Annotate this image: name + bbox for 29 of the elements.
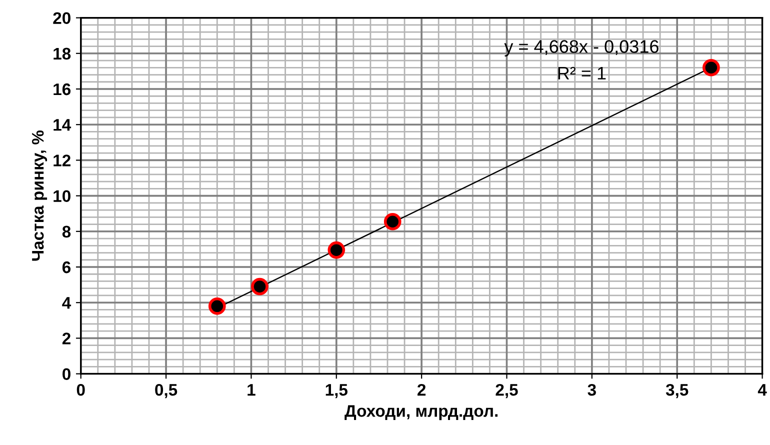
y-tick-label: 18 xyxy=(54,48,71,60)
x-tick-label: 3 xyxy=(588,384,596,396)
y-tick-label: 10 xyxy=(54,190,70,202)
x-tick-label: 2,5 xyxy=(496,384,518,398)
y-tick-label: 14 xyxy=(54,119,72,131)
x-tick-label: 1,5 xyxy=(326,384,348,398)
y-tick-label: 12 xyxy=(54,154,70,166)
y-tick-label: 6 xyxy=(62,261,71,274)
y-tick-label: 8 xyxy=(62,226,71,238)
x-tick-label: 3,5 xyxy=(666,384,688,398)
point xyxy=(208,297,226,315)
x-tick-label: 2 xyxy=(418,384,426,396)
x-tick-label: 0,5 xyxy=(155,384,178,398)
x-tick-label: 0 xyxy=(76,384,85,396)
annotation: R² = 1 xyxy=(558,66,606,80)
x-axis-title: Доходи, млрд.дол. xyxy=(344,405,498,420)
point xyxy=(251,278,268,296)
x-tick-label: 4 xyxy=(758,384,767,396)
y-tick-label: 16 xyxy=(54,83,71,96)
y-axis-title: Частка ринку, % xyxy=(32,130,48,261)
y-tick-label: 4 xyxy=(62,297,72,309)
y-tick-label: 2 xyxy=(62,332,70,344)
annotation: y = 4,668x - 0,0316 xyxy=(504,40,658,56)
y-tick-label: 20 xyxy=(53,12,70,24)
point xyxy=(384,212,402,230)
point xyxy=(702,58,720,76)
point xyxy=(328,241,346,259)
x-tick-label: 1 xyxy=(248,384,256,396)
y-tick-label: 0 xyxy=(62,368,70,380)
